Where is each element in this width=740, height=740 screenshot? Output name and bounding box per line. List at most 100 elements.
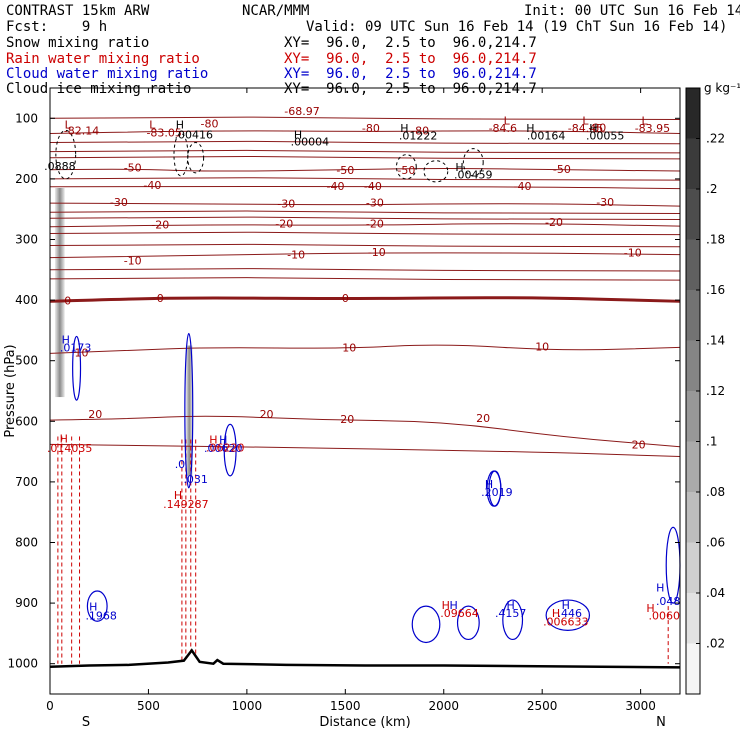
contour-label-52: H: [526, 122, 534, 135]
x-tick-label-0: 0: [46, 699, 54, 713]
colorbar-segment-6: [686, 340, 700, 391]
contour-label-37: 0: [342, 292, 349, 305]
temp-contour-minor-6: [49, 216, 681, 221]
contour-label-78: H: [174, 489, 182, 502]
cloud-water-contour-8: [502, 599, 524, 641]
contour-label-87: .0060: [649, 609, 681, 622]
header-right-line1: Init: 00 UTC Sun 16 Feb 14: [524, 3, 740, 19]
contour-label-77: .014035: [47, 442, 93, 455]
contour-label-83: .09664: [440, 607, 479, 620]
contour-label-60: .0173: [60, 342, 92, 355]
contour-label-0: -68.97: [284, 105, 319, 118]
colorbar-label-3: .08: [706, 485, 725, 499]
contour-label-81: .06220: [206, 442, 245, 455]
cloud-water-contour-2: [223, 423, 237, 477]
x-end-label-right: N: [656, 715, 666, 730]
x-end-label-left: S: [82, 715, 90, 730]
temp-contour-30: [49, 443, 681, 457]
header-center-line1: NCAR/MMM: [242, 3, 310, 19]
cloud-ice-contour-1: [173, 132, 189, 177]
contour-label-36: 0: [157, 292, 164, 305]
contour-label-62: .00620: [204, 442, 243, 455]
contour-label-80: H: [209, 434, 217, 447]
contour-label-1: -80: [200, 117, 218, 130]
colorbar-label-4: .1: [706, 435, 717, 449]
terrain-line: [49, 648, 681, 669]
contour-label-70: H: [507, 599, 515, 612]
field-xy-snow: XY= 96.0, 2.5 to 96.0,214.7: [284, 35, 537, 51]
contour-label-22: -40: [514, 180, 532, 193]
colorbar-segment-5: [686, 391, 700, 442]
contour-label-29: -20: [366, 217, 384, 230]
x-tick-label-1500: 1500: [330, 699, 361, 713]
colorbar-label-8: .18: [706, 233, 725, 247]
cloud-water-contour-4: [488, 470, 502, 507]
contour-label-54: H: [589, 122, 597, 135]
cloud-water-contour-6: [411, 605, 441, 644]
contour-label-47: .00416: [174, 128, 213, 141]
contour-label-48: H: [294, 128, 302, 141]
contour-label-49: .00004: [291, 136, 330, 149]
contour-label-38: 10: [75, 346, 89, 359]
colorbar-segment-1: [686, 593, 700, 644]
contour-label-39: 10: [342, 342, 356, 355]
contour-label-35: 0: [64, 294, 71, 307]
contour-label-2: -80: [362, 122, 380, 135]
temp-contour--20: [49, 223, 681, 228]
contour-label-11: L: [582, 114, 589, 127]
x-tick-label-2000: 2000: [428, 699, 459, 713]
contour-label-40: 10: [535, 340, 549, 353]
contour-label-45: 20: [632, 439, 646, 452]
cloud-water-contour-10: [665, 526, 681, 604]
field-xy-cloud-water: XY= 96.0, 2.5 to 96.0,214.7: [284, 66, 537, 82]
contour-label-74: .048: [656, 595, 681, 608]
y-tick-label-1000: 1000: [7, 657, 38, 671]
x-tick-label-3000: 3000: [625, 699, 656, 713]
colorbar-label-5: .12: [706, 384, 725, 398]
field-xy-rain: XY= 96.0, 2.5 to 96.0,214.7: [284, 51, 537, 67]
contour-label-86: H: [646, 602, 654, 615]
contour-label-43: 20: [260, 408, 274, 421]
x-tick-label-1000: 1000: [232, 699, 263, 713]
header-right-line2: Valid: 09 UTC Sun 16 Feb 14 (19 ChT Sun …: [306, 19, 728, 35]
y-tick-label-500: 500: [15, 354, 38, 368]
contour-label-42: 20: [340, 413, 354, 426]
contour-label-61: H: [219, 434, 227, 447]
snow-shading-0: [54, 187, 65, 398]
temp-contour--60: [49, 130, 681, 134]
y-tick-label-300: 300: [15, 233, 38, 247]
colorbar-segment-0: [686, 643, 700, 694]
contour-label-46: H: [176, 119, 184, 132]
contour-label-31: -10: [287, 248, 305, 261]
cloud-ice-contour-3: [395, 154, 417, 180]
contour-label-69: H: [449, 599, 457, 612]
y-axis-label: Pressure (hPa): [3, 344, 18, 437]
temp-contour-minor-8: [49, 243, 681, 248]
contour-label-18: -50: [553, 163, 571, 176]
contour-label-76: H: [60, 432, 68, 445]
temp-contour--50: [49, 167, 681, 172]
contour-label-27: -20: [151, 219, 169, 232]
contour-label-51: .01222: [399, 129, 438, 142]
contour-label-15: -50: [124, 162, 142, 175]
contour-label-32: -10: [368, 246, 386, 259]
colorbar-segment-11: [686, 88, 700, 139]
y-tick-label-600: 600: [15, 414, 38, 428]
colorbar-segment-2: [686, 542, 700, 593]
contour-label-64: .0: [175, 458, 186, 471]
contour-label-9: L: [504, 114, 511, 127]
colorbar-segment-10: [686, 138, 700, 189]
cloud-ice-contour-4: [423, 160, 449, 183]
contour-label-75: H: [656, 582, 664, 595]
contour-label-17: -50: [397, 164, 415, 177]
contour-label-6: -82.14: [64, 125, 99, 138]
contour-label-84: H: [552, 607, 560, 620]
contour-label-72: H: [562, 599, 570, 612]
contour-label-57: .00459: [454, 168, 493, 181]
contour-label-24: -30: [277, 197, 295, 210]
contour-label-21: -40: [364, 180, 382, 193]
contour-label-59: H: [62, 334, 70, 347]
x-tick-label-500: 500: [137, 699, 160, 713]
contour-label-53: .00164: [527, 129, 566, 142]
colorbar-unit: g kg⁻¹: [704, 81, 740, 95]
